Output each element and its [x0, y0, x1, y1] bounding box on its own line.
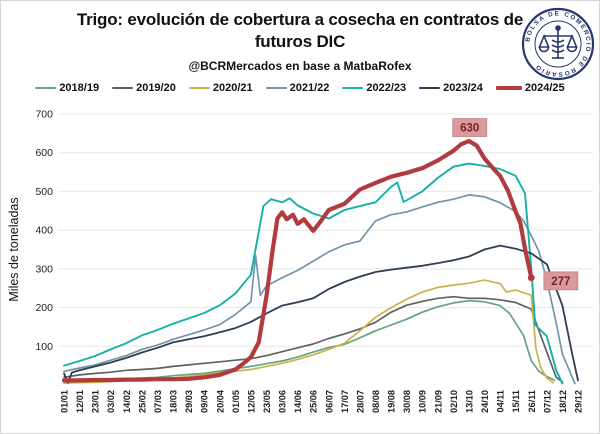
x-tick-label: 09/04 [200, 389, 210, 413]
legend-item-2020-21: 2020/21 [188, 82, 253, 94]
x-tick-label: 12/05 [246, 390, 256, 413]
x-tick-label: 18/12 [558, 390, 568, 413]
x-tick-label: 19/08 [387, 390, 397, 413]
x-tick-label: 07/12 [542, 390, 552, 413]
series-line-2023-24 [63, 244, 579, 384]
bcr-logo: BOLSA DE COMERCIO DE ROSARIO [521, 7, 595, 81]
legend-swatch [495, 86, 522, 90]
x-tick-label: 24/10 [480, 390, 490, 413]
series-end-dot [527, 274, 535, 282]
chart-subtitle: @BCRMercados en base a MatbaRofex [188, 59, 412, 73]
annotation-box [543, 271, 579, 291]
x-tick-label: 04/11 [496, 390, 506, 412]
x-tick-label: 01/01 [60, 390, 70, 413]
annotation-value: 630 [460, 123, 479, 135]
legend-label: 2024/25 [524, 82, 565, 94]
x-tick-label: 06/07 [324, 390, 334, 413]
x-tick-label: 12/01 [75, 390, 85, 413]
series-line-2019-20 [63, 295, 564, 383]
legend-label: 2019/20 [136, 82, 176, 94]
legend-item-2023-24: 2023/24 [419, 82, 483, 94]
x-tick-label: 17/07 [340, 390, 350, 413]
x-tick-label: 15/11 [511, 390, 521, 412]
x-tick-label: 29/12 [574, 390, 584, 413]
x-tick-label: 08/08 [371, 390, 381, 413]
x-tick-label: 14/06 [293, 390, 303, 413]
y-tick-label: 200 [35, 302, 53, 314]
x-tick-label: 02/10 [449, 390, 459, 413]
legend-swatch [265, 87, 287, 89]
legend-label: 2022/23 [366, 82, 407, 94]
x-tick-label: 14/02 [122, 390, 132, 413]
y-tick-label: 300 [35, 263, 53, 275]
x-tick-label: 01/05 [231, 390, 241, 413]
legend-swatch [112, 87, 134, 89]
legend-item-2024-25: 2024/25 [495, 82, 565, 94]
legend-item-2022-23: 2022/23 [342, 82, 406, 94]
y-axis-label: Miles de toneladas [7, 197, 21, 301]
legend-swatch [342, 87, 364, 89]
legend-label: 2020/21 [212, 82, 253, 94]
legend-label: 2021/22 [289, 82, 330, 94]
annotation-box [452, 118, 488, 137]
legend-swatch [188, 87, 210, 89]
series-line-2020-21 [63, 279, 554, 384]
y-tick-label: 600 [35, 147, 53, 159]
y-tick-label: 400 [35, 225, 53, 237]
series-line-2022-23 [63, 162, 564, 385]
x-tick-label: 13/10 [464, 390, 474, 413]
x-tick-label: 23/01 [91, 390, 101, 413]
x-tick-label: 07/03 [153, 390, 163, 413]
x-tick-label: 21/09 [433, 390, 443, 413]
series-line-2021-22 [63, 194, 576, 385]
x-tick-label: 03/06 [278, 390, 288, 413]
x-tick-label: 29/03 [184, 390, 194, 413]
scales-icon [538, 25, 578, 59]
annotation-value: 277 [551, 276, 570, 288]
legend-item-2018-19: 2018/19 [35, 82, 99, 94]
x-tick-label: 28/07 [355, 390, 365, 413]
y-tick-label: 700 [35, 109, 53, 121]
legend: 2018/19 2019/20 2020/21 2021/22 2022/23 2023/… [1, 82, 599, 94]
legend-swatch [35, 87, 57, 89]
x-tick-label: 03/02 [106, 390, 116, 413]
legend-label: 2023/24 [443, 82, 483, 94]
x-tick-label: 25/06 [309, 390, 319, 413]
legend-item-2021-22: 2021/22 [265, 82, 330, 94]
legend-swatch [419, 87, 441, 89]
series-line-2024-25 [61, 139, 534, 383]
x-tick-label: 10/09 [418, 390, 428, 413]
x-tick-label: 23/05 [262, 390, 272, 413]
x-tick-label: 20/04 [215, 389, 225, 413]
legend-label: 2018/19 [59, 82, 100, 94]
legend-item-2019-20: 2019/20 [112, 82, 176, 94]
x-tick-label: 26/11 [527, 390, 537, 412]
chart-title: Trigo: evolución de cobertura a cosecha … [76, 10, 524, 51]
y-tick-label: 500 [35, 186, 53, 198]
x-tick-label: 18/03 [169, 390, 179, 413]
y-tick-label: 100 [35, 341, 53, 353]
x-tick-label: 30/08 [402, 390, 412, 413]
x-tick-label: 25/02 [137, 390, 147, 413]
